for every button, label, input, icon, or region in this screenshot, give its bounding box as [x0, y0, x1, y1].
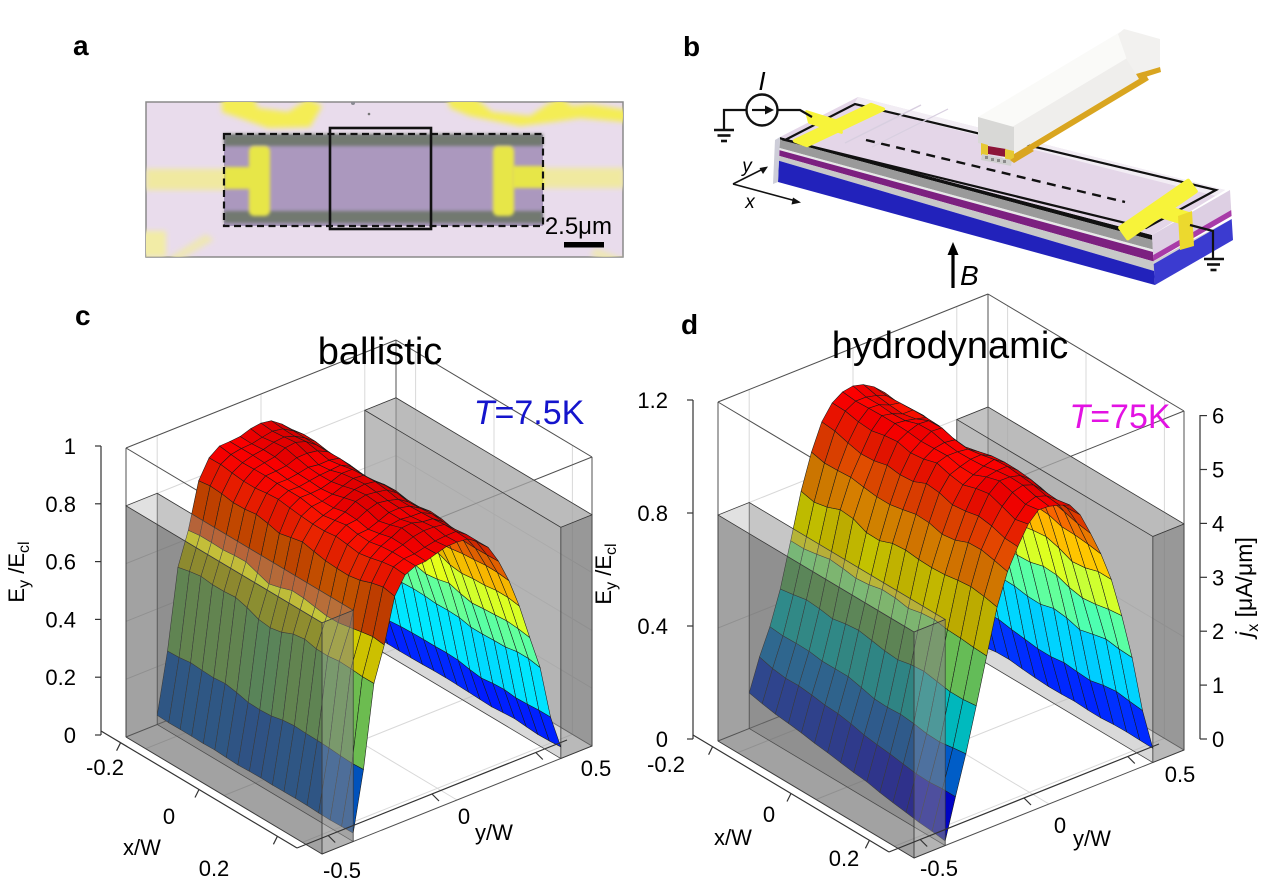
- svg-text:x/W: x/W: [123, 835, 161, 860]
- svg-text:I: I: [758, 66, 765, 96]
- svg-text:Ey /Ecl: Ey /Ecl: [591, 543, 620, 604]
- svg-text:-0.2: -0.2: [647, 752, 685, 777]
- svg-text:y/W: y/W: [1073, 826, 1111, 851]
- svg-text:Ey /Ecl: Ey /Ecl: [4, 541, 33, 602]
- svg-text:B: B: [960, 260, 979, 291]
- svg-text:0: 0: [64, 723, 76, 748]
- svg-text:0: 0: [1054, 813, 1066, 838]
- svg-text:3: 3: [1212, 565, 1224, 590]
- svg-text:jx [μA/μm]: jx [μA/μm]: [1231, 537, 1262, 640]
- svg-text:a: a: [73, 30, 89, 61]
- svg-text:6: 6: [1212, 404, 1224, 429]
- svg-text:0.5: 0.5: [581, 756, 612, 781]
- svg-text:0: 0: [763, 802, 775, 827]
- svg-text:x: x: [744, 192, 756, 213]
- svg-text:5: 5: [1212, 458, 1224, 483]
- svg-text:0.6: 0.6: [45, 550, 76, 575]
- svg-text:-0.5: -0.5: [323, 858, 361, 883]
- svg-text:0: 0: [163, 804, 175, 829]
- svg-text:4: 4: [1212, 511, 1224, 536]
- svg-text:-0.2: -0.2: [86, 755, 124, 780]
- svg-text:0: 0: [458, 804, 470, 829]
- svg-text:0.2: 0.2: [829, 846, 860, 871]
- svg-text:T=7.5K: T=7.5K: [474, 394, 585, 432]
- svg-text:b: b: [683, 31, 700, 62]
- svg-text:0: 0: [1212, 727, 1224, 752]
- svg-text:hydrodynamic: hydrodynamic: [832, 325, 1069, 367]
- svg-text:T=75K: T=75K: [1069, 398, 1170, 436]
- svg-text:0: 0: [656, 727, 668, 752]
- svg-text:0.4: 0.4: [45, 607, 76, 632]
- svg-text:0.5: 0.5: [1165, 762, 1196, 787]
- svg-text:-0.5: -0.5: [920, 856, 958, 881]
- svg-text:2: 2: [1212, 619, 1224, 644]
- svg-text:y: y: [740, 156, 753, 177]
- svg-text:0.8: 0.8: [45, 492, 76, 517]
- svg-text:0.4: 0.4: [637, 614, 668, 639]
- svg-text:1: 1: [64, 434, 76, 459]
- svg-text:d: d: [681, 309, 698, 340]
- svg-text:0.2: 0.2: [199, 856, 230, 881]
- svg-text:y/W: y/W: [475, 820, 513, 845]
- svg-text:ballistic: ballistic: [318, 331, 443, 373]
- svg-text:1.2: 1.2: [637, 388, 668, 413]
- svg-text:x/W: x/W: [714, 825, 752, 850]
- svg-text:1: 1: [1212, 673, 1224, 698]
- svg-text:2.5μm: 2.5μm: [545, 213, 612, 240]
- svg-text:0.8: 0.8: [637, 501, 668, 526]
- svg-text:0.2: 0.2: [45, 665, 76, 690]
- svg-text:c: c: [75, 300, 91, 331]
